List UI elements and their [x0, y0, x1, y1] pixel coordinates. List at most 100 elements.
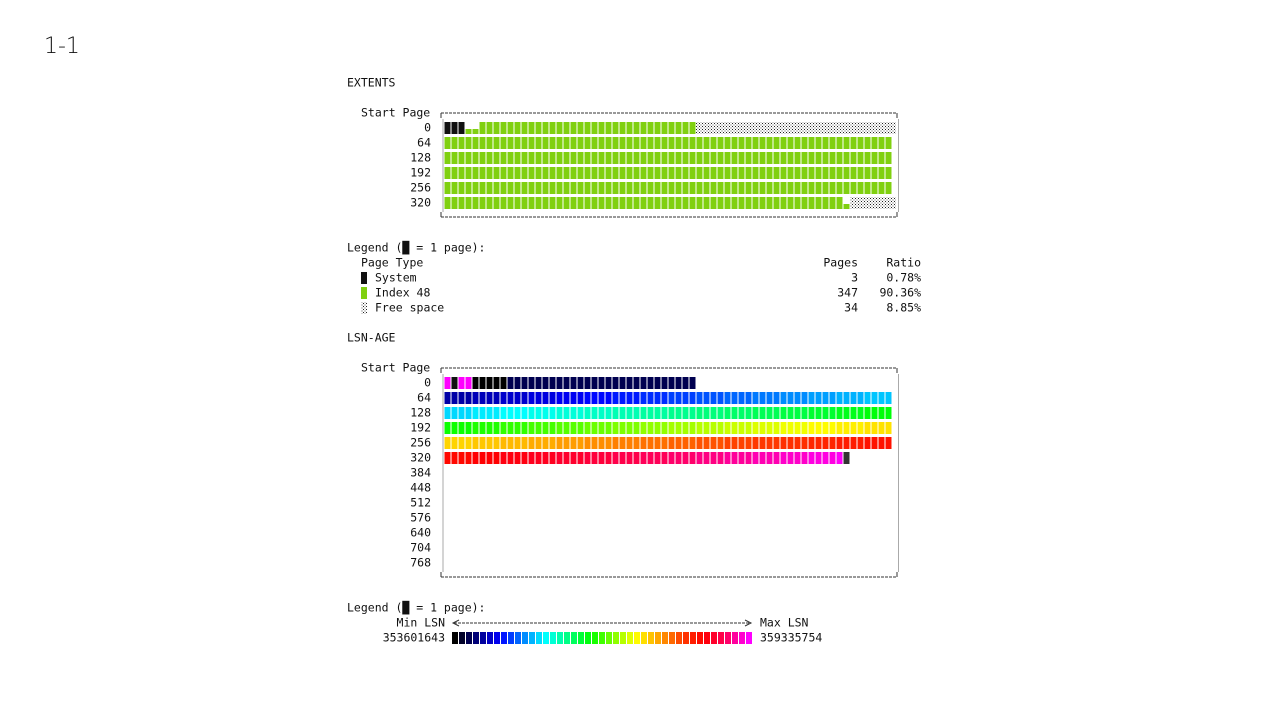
page-block [822, 137, 829, 149]
page-block [444, 152, 451, 164]
page-block [682, 122, 689, 134]
lsn-block [535, 452, 542, 464]
lsn-block [472, 407, 479, 419]
legend-gradient-block [466, 632, 472, 644]
legend-gradient-block [543, 632, 549, 644]
row-label: 768 [410, 556, 431, 570]
page-block [472, 182, 479, 194]
page-block [619, 182, 626, 194]
page-block [472, 197, 479, 209]
row-label: 320 [410, 196, 431, 210]
page-block [829, 182, 836, 194]
page-block [794, 197, 801, 209]
lsn-block [731, 437, 738, 449]
lsn-block [885, 407, 892, 419]
page-block [836, 197, 843, 209]
lsn-block [605, 407, 612, 419]
page-block [612, 122, 619, 134]
lsn-block [619, 407, 626, 419]
page-block [605, 122, 612, 134]
page-block [521, 137, 528, 149]
page-block [598, 197, 605, 209]
page-block [738, 182, 745, 194]
lsn-block [808, 422, 815, 434]
page-block [745, 152, 752, 164]
page-block [766, 197, 773, 209]
page-block [633, 137, 640, 149]
lsn-block [493, 407, 500, 419]
lsn-block [878, 392, 885, 404]
lsn-block [682, 407, 689, 419]
page-block [829, 152, 836, 164]
page-block [808, 137, 815, 149]
lsn-block [829, 422, 836, 434]
page-block [528, 197, 535, 209]
lsn-block [556, 377, 563, 389]
lsn-block [584, 422, 591, 434]
page-block [486, 182, 493, 194]
lsn-block [745, 437, 752, 449]
legend-gradient-block [578, 632, 584, 644]
lsn-block [626, 377, 633, 389]
page-block [878, 167, 885, 179]
page-block [640, 182, 647, 194]
page-block [864, 167, 871, 179]
page-block [612, 197, 619, 209]
lsn-block [710, 407, 717, 419]
lsn-block [759, 437, 766, 449]
page-block [794, 152, 801, 164]
page-block [738, 152, 745, 164]
lsn-block [507, 377, 514, 389]
lsn-block [738, 392, 745, 404]
lsn-block [857, 422, 864, 434]
lsn-block [815, 452, 822, 464]
legend-pages: 3 [851, 271, 858, 285]
lsn-block [752, 407, 759, 419]
page-block [864, 152, 871, 164]
page-block [738, 137, 745, 149]
lsn-block [451, 422, 458, 434]
page-block [549, 152, 556, 164]
lsn-block [780, 422, 787, 434]
lsn-block [549, 377, 556, 389]
lsn-block [689, 407, 696, 419]
lsn-block [843, 407, 850, 419]
lsn-block [458, 392, 465, 404]
page-block [675, 182, 682, 194]
lsn-block [633, 422, 640, 434]
lsn-block [577, 392, 584, 404]
page-block [752, 137, 759, 149]
lsn-block [472, 452, 479, 464]
lsn-block [465, 407, 472, 419]
page-block [850, 167, 857, 179]
lsn-block [745, 392, 752, 404]
legend-name: Index 48 [375, 286, 430, 300]
page-block [514, 137, 521, 149]
page-block [507, 137, 514, 149]
lsn-block [612, 392, 619, 404]
lsn-block [619, 392, 626, 404]
row-label: 64 [417, 136, 431, 150]
lsn-block [472, 437, 479, 449]
lsn-block [675, 407, 682, 419]
lsn-block [640, 437, 647, 449]
page-block [710, 152, 717, 164]
row-label: 448 [410, 481, 431, 495]
legend-gradient-block [620, 632, 626, 644]
lsn-block [682, 377, 689, 389]
page-block [822, 182, 829, 194]
lsn-block [885, 422, 892, 434]
legend-column: Ratio [886, 256, 921, 270]
lsn-block [689, 452, 696, 464]
legend-name: System [375, 271, 417, 285]
page-block [521, 122, 528, 134]
page-block [570, 137, 577, 149]
page-block [857, 137, 864, 149]
lsn-block [542, 392, 549, 404]
page-block [591, 152, 598, 164]
lsn-block [493, 437, 500, 449]
axis-label: Start Page [361, 361, 430, 375]
lsn-block [787, 392, 794, 404]
page-block [542, 167, 549, 179]
lsn-block [444, 407, 451, 419]
